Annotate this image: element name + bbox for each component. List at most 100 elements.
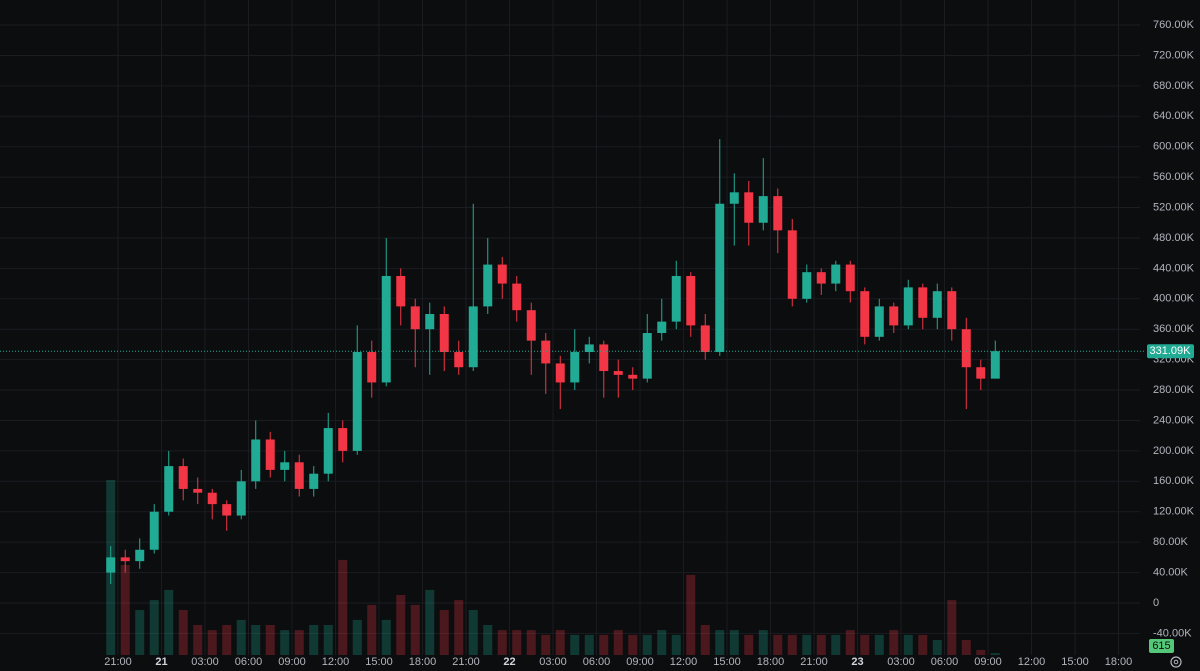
candle-body [555, 363, 565, 383]
candle-body [787, 230, 797, 299]
volume-bar [483, 625, 493, 655]
candle-body [918, 287, 928, 318]
candle-body [454, 352, 464, 368]
y-tick-label: 0 [1153, 597, 1159, 609]
y-tick-label: 520.00K [1153, 201, 1195, 213]
candle-body [990, 351, 1000, 379]
candle-body [947, 291, 957, 330]
x-tick-label: 09:00 [626, 656, 654, 668]
volume-bar [468, 610, 478, 655]
candle-body [744, 192, 754, 223]
candle-body [352, 352, 362, 451]
volume-bar [874, 634, 884, 655]
volume-bar [758, 630, 768, 655]
x-tick-label: 06:00 [931, 656, 959, 668]
candle-body [541, 340, 551, 364]
volume-bar [744, 634, 754, 655]
y-tick-label: 560.00K [1153, 171, 1195, 183]
y-tick-label: 240.00K [1153, 414, 1195, 426]
candle-body [468, 306, 478, 368]
volume-bar [918, 634, 928, 655]
y-tick-label: 600.00K [1153, 141, 1195, 153]
volume-bar [903, 634, 913, 655]
candle-body [976, 367, 986, 379]
candle-body [265, 439, 275, 470]
x-tick-label: 21 [155, 656, 167, 668]
candle-body [932, 291, 942, 318]
volume-bar [729, 630, 739, 655]
y-tick-label: 280.00K [1153, 384, 1195, 396]
candle-body [758, 196, 768, 223]
candle-body [599, 344, 609, 372]
x-tick-label: 18:00 [757, 656, 785, 668]
last-price-label: 331.09K [1150, 345, 1192, 357]
x-tick-label: 09:00 [278, 656, 306, 668]
candle-body [338, 428, 348, 451]
x-tick-label: 15:00 [1061, 656, 1089, 668]
volume-bar [396, 595, 406, 655]
candle-body [657, 321, 667, 334]
candle-body [729, 192, 739, 204]
x-tick-label: 23 [851, 656, 863, 668]
volume-bar [642, 634, 652, 655]
candle-body [193, 488, 203, 493]
y-tick-label: 40.00K [1153, 566, 1189, 578]
volume-bar [294, 630, 304, 655]
candle-body [526, 310, 536, 341]
candle-body [164, 466, 174, 512]
candle-body [120, 557, 130, 562]
candle-body [860, 291, 870, 337]
candle-body [149, 511, 159, 550]
settings-icon[interactable] [1170, 656, 1182, 668]
last-volume-label: 615 [1152, 640, 1170, 652]
volume-bar [976, 649, 986, 655]
y-tick-label: 680.00K [1153, 80, 1195, 92]
x-tick-label: 03:00 [191, 656, 219, 668]
candle-body [845, 264, 855, 292]
x-tick-label: 12:00 [1018, 656, 1046, 668]
volume-bar [512, 630, 522, 655]
candle-body [135, 549, 145, 562]
volume-bar [280, 630, 290, 655]
y-tick-label: 80.00K [1153, 536, 1189, 548]
volume-bar [599, 634, 609, 655]
volume-bar [149, 600, 159, 655]
y-tick-label: 360.00K [1153, 323, 1195, 335]
y-tick-label: 720.00K [1153, 49, 1195, 61]
candle-body [381, 275, 391, 383]
candle-body [889, 306, 899, 326]
candle-body [816, 272, 826, 284]
volume-bar [990, 653, 1000, 655]
candle-body [309, 473, 319, 489]
candle-body [294, 462, 304, 489]
last-volume-box [1149, 639, 1174, 653]
x-tick-label: 06:00 [235, 656, 263, 668]
y-tick-label: 200.00K [1153, 445, 1195, 457]
volume-bar [352, 619, 362, 655]
volume-bar [773, 634, 783, 655]
candle-body [903, 287, 913, 326]
candle-body [570, 352, 580, 383]
x-tick-label: 21:00 [800, 656, 828, 668]
last-price-box [1147, 344, 1194, 359]
volume-bar [323, 625, 333, 655]
volume-bar [671, 634, 681, 655]
candle-body [483, 264, 493, 307]
x-tick-label: 06:00 [583, 656, 611, 668]
candle-body [439, 314, 449, 353]
volume-bar [831, 634, 841, 655]
candle-body [178, 466, 188, 489]
candle-body [773, 196, 783, 231]
volume-bar [628, 634, 638, 655]
volume-bar [193, 625, 203, 655]
candle-body [280, 462, 290, 470]
volume-bar [584, 634, 594, 655]
volume-bar [381, 619, 391, 655]
candle-body [512, 283, 522, 311]
volume-bar [164, 589, 174, 655]
candle-body [410, 306, 420, 330]
x-tick-label: 12:00 [670, 656, 698, 668]
x-tick-label: 22 [503, 656, 515, 668]
y-tick-label: 160.00K [1153, 475, 1195, 487]
